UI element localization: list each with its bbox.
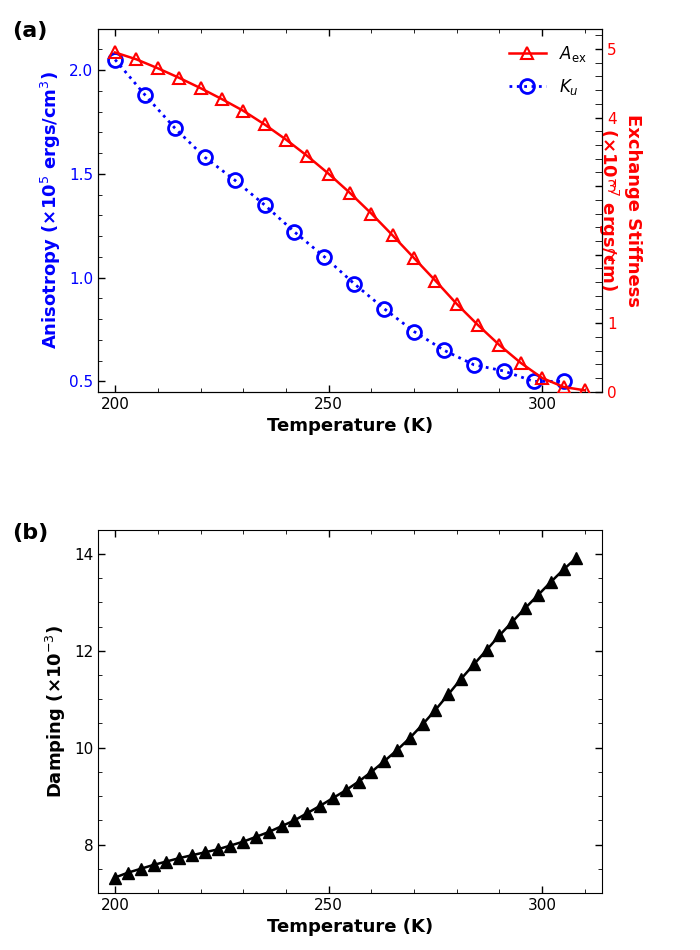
Text: (b): (b) <box>13 522 48 542</box>
Text: (a): (a) <box>13 21 48 41</box>
Y-axis label: Exchange Stiffness
(×10$^{-7}$ ergs/cm): Exchange Stiffness (×10$^{-7}$ ergs/cm) <box>596 114 642 307</box>
X-axis label: Temperature (K): Temperature (K) <box>267 417 433 435</box>
X-axis label: Temperature (K): Temperature (K) <box>267 919 433 937</box>
Y-axis label: Anisotropy (×10$^5$ ergs/cm$^3$): Anisotropy (×10$^5$ ergs/cm$^3$) <box>39 71 64 350</box>
Y-axis label: Damping (×10$^{-3}$): Damping (×10$^{-3}$) <box>44 625 69 798</box>
Legend: $A_\mathregular{ex}$, $K_u$: $A_\mathregular{ex}$, $K_u$ <box>503 37 594 104</box>
